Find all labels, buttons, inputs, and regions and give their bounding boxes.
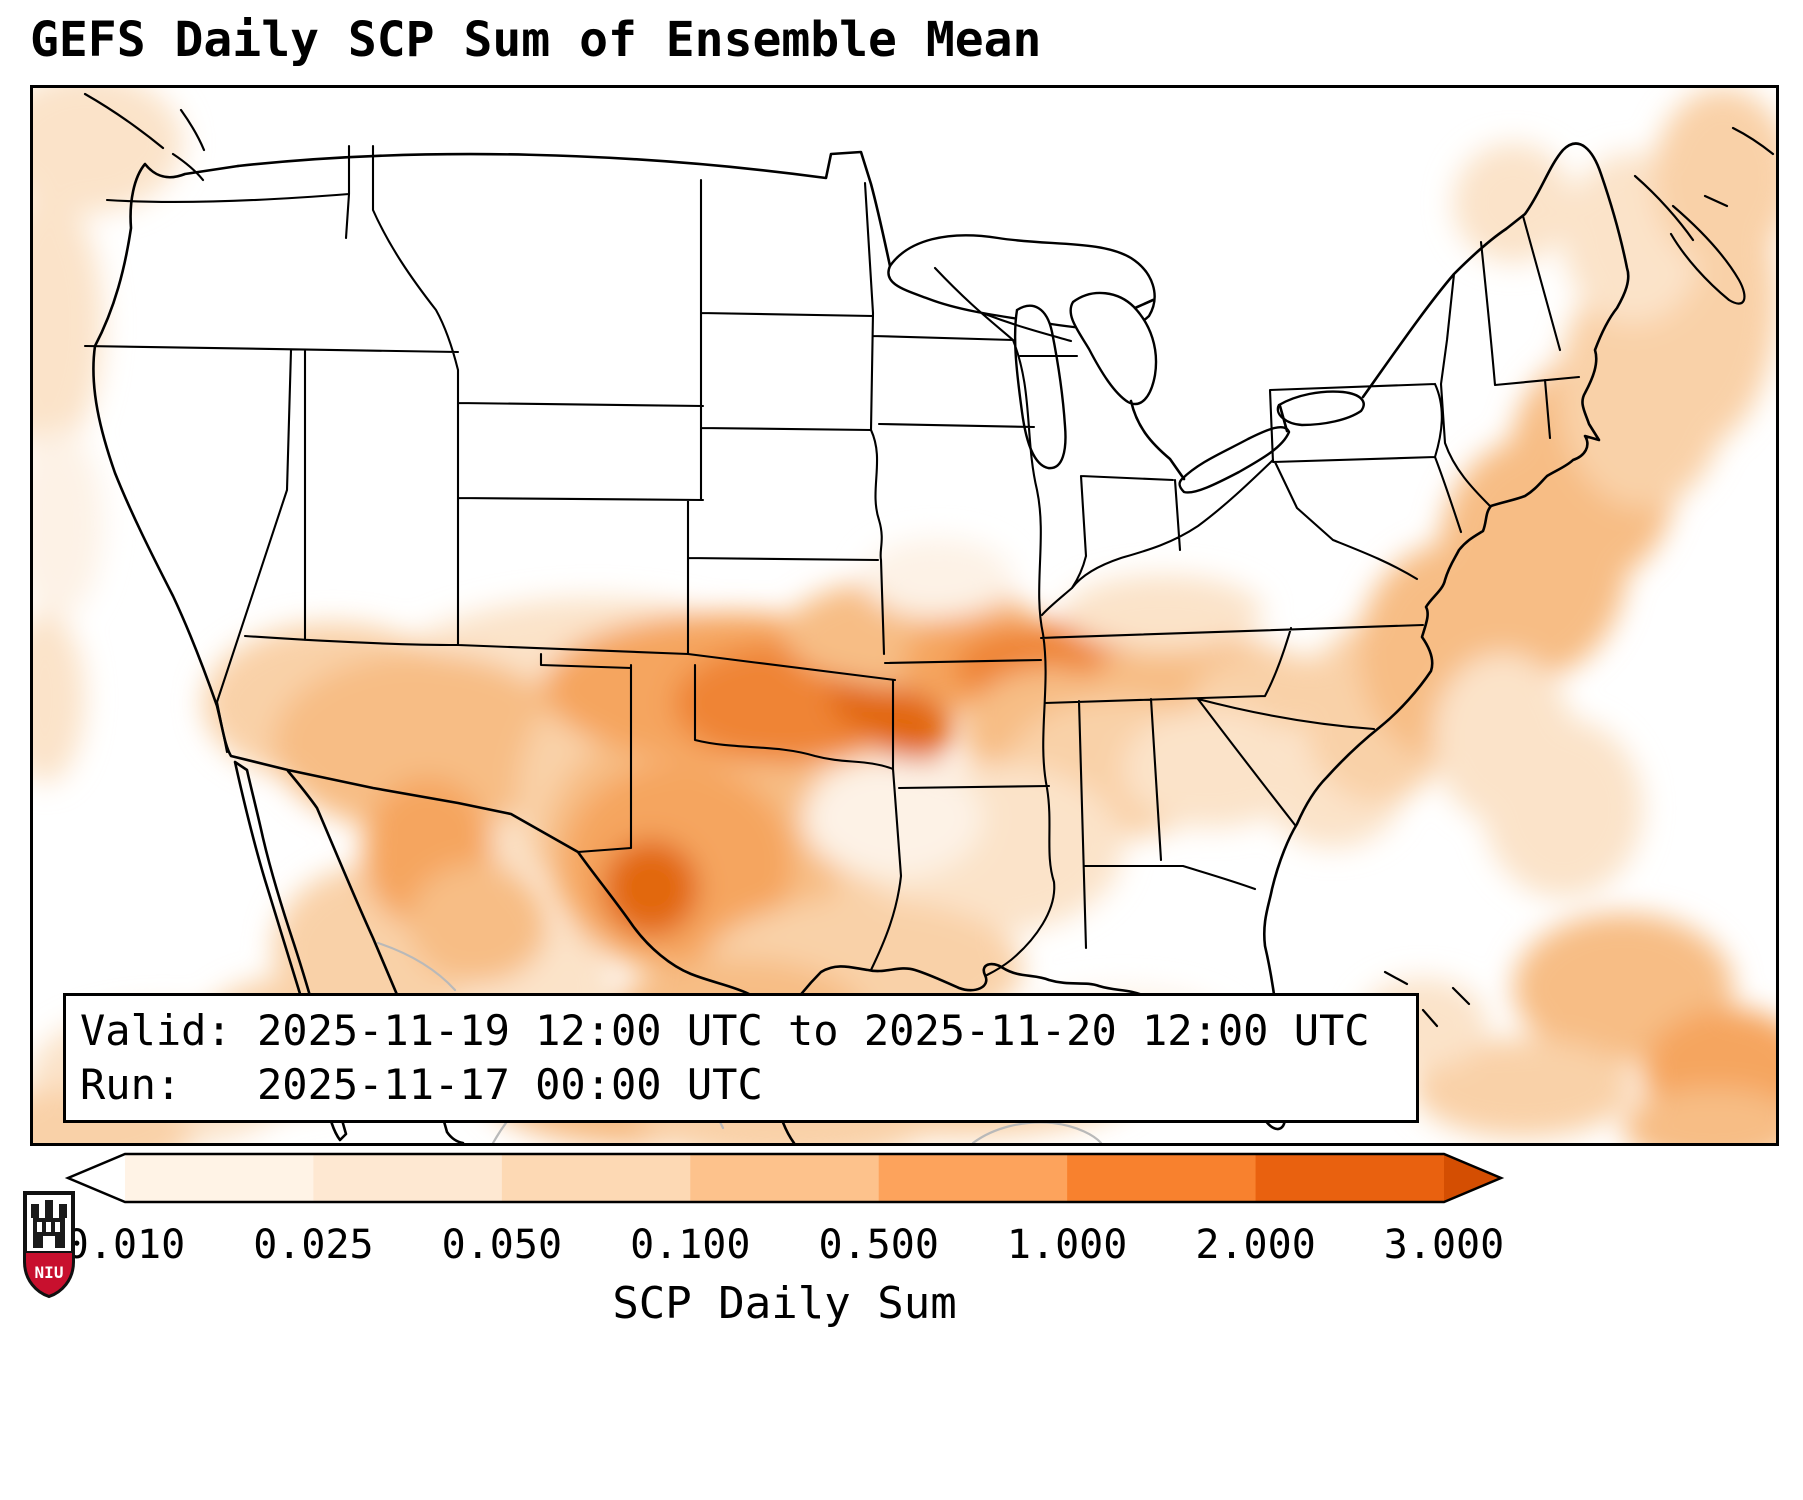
forecast-info-box: Valid: 2025-11-19 12:00 UTC to 2025-11-2… [63, 993, 1419, 1123]
colorbar-tick-label: 3.000 [1384, 1222, 1504, 1268]
niu-shield-icon: NIU [23, 1191, 75, 1299]
heatmap-blob [1453, 143, 1573, 263]
valid-time-text: Valid: 2025-11-19 12:00 UTC to 2025-11-2… [80, 1006, 1370, 1055]
heatmap-blob [273, 653, 573, 833]
run-time-text: Run: 2025-11-17 00:00 UTC [80, 1060, 763, 1109]
conus-map-frame: Valid: 2025-11-19 12:00 UTC to 2025-11-2… [30, 85, 1779, 1146]
colorbar-cell [1067, 1154, 1257, 1202]
heatmap-blob [1653, 88, 1776, 268]
colorbar-cell [878, 1154, 1068, 1202]
mexico-interior-line-2 [376, 941, 457, 992]
great-lakes [887, 234, 1365, 494]
colorbar-cell [313, 1154, 503, 1202]
colorbar-tick-label: 2.000 [1195, 1222, 1315, 1268]
conus-map [33, 88, 1776, 1143]
heatmap-blob [408, 863, 548, 983]
heatmap-blob [1063, 575, 1263, 651]
figure-title: GEFS Daily SCP Sum of Ensemble Mean [30, 12, 1042, 68]
colorbar-tick-label: 0.025 [253, 1222, 373, 1268]
colorbar-tick-label: 0.500 [819, 1222, 939, 1268]
colorbar-over-arrow [1444, 1154, 1501, 1202]
state-borders-central [539, 181, 1425, 977]
baja-california-coast [233, 760, 348, 1142]
colorbar-cell [501, 1154, 691, 1202]
vancouver-island-coast [83, 92, 206, 182]
state-borders-west [83, 144, 897, 754]
lake-michigan [1013, 304, 1067, 470]
heatmap-blob [33, 193, 103, 453]
colorbar-area: 0.010 0.025 0.050 0.100 0.500 1.000 2.000 3.000… [30, 1146, 1773, 1336]
state-borders-east [1268, 214, 1581, 581]
heatmap-blob [1413, 1038, 1633, 1138]
us-coastline [92, 142, 1630, 1131]
heatmap-blob [603, 840, 699, 936]
colorbar-under-arrow [68, 1154, 125, 1202]
niu-logo: NIU [22, 1190, 76, 1300]
colorbar-tick-label: 0.010 [65, 1222, 185, 1268]
colorbar-cell [125, 1154, 314, 1202]
heatmap-blob [1483, 718, 1643, 898]
colorbar-cell [690, 1154, 880, 1202]
colorbar: 0.010 0.025 0.050 0.100 0.500 1.000 2.000 3.000… [64, 1152, 1505, 1329]
heatmap-blob [1123, 708, 1303, 828]
state-boundaries [83, 144, 1581, 977]
lake-huron [1069, 291, 1158, 406]
colorbar-tick-label: 0.050 [442, 1222, 562, 1268]
us-canada-border-west [236, 150, 892, 268]
lake-ontario [1276, 390, 1365, 427]
colorbar-axis-label: SCP Daily Sum [612, 1278, 956, 1329]
maritime-canada-coast [1633, 126, 1775, 305]
mexico-west-coast [286, 769, 465, 1143]
heatmap-blob [33, 428, 103, 618]
colorbar-tick-label: 1.000 [1007, 1222, 1127, 1268]
niu-logo-text: NIU [35, 1263, 64, 1282]
heatmap-blob [33, 88, 183, 213]
heatmap-blob [1623, 1088, 1776, 1143]
colorbar-outline [64, 1152, 1505, 1204]
bahamas-islands [1383, 970, 1471, 1052]
heatmap-blob [33, 613, 85, 783]
scp-heatmap-layer [33, 88, 1776, 1143]
colorbar-cell [1255, 1154, 1445, 1202]
heatmap-blob [863, 538, 1013, 618]
us-canada-border-east [1129, 227, 1508, 481]
colorbar-tick-label: 0.100 [630, 1222, 750, 1268]
